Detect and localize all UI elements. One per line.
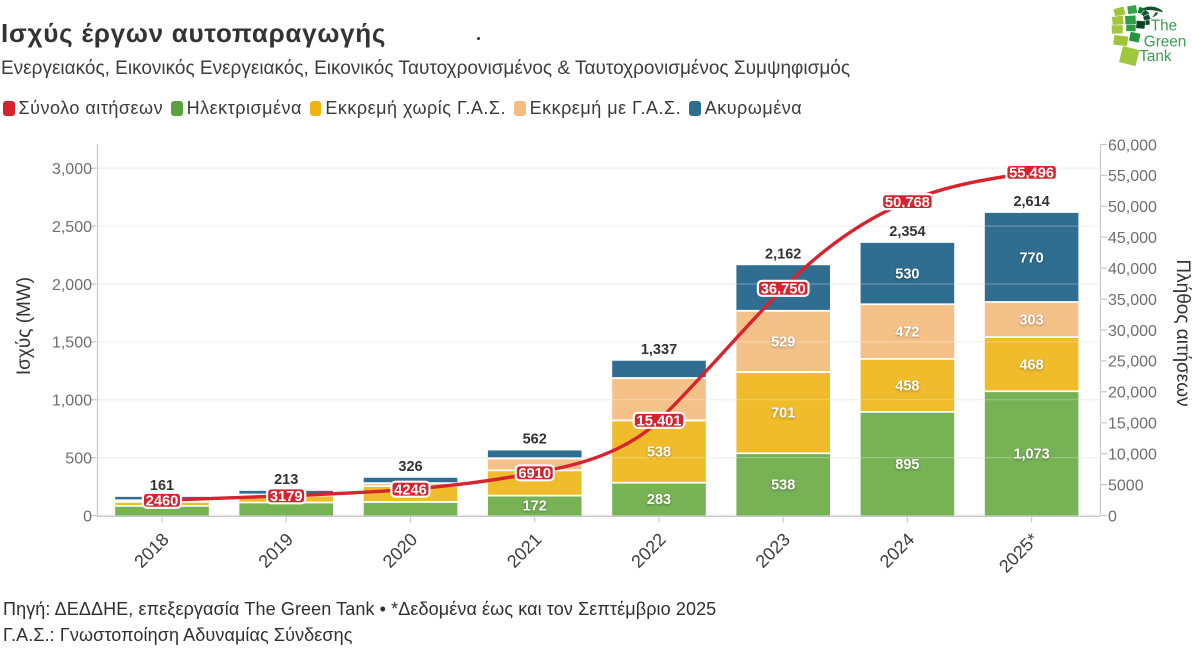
svg-text:55,000: 55,000 — [1108, 168, 1157, 185]
svg-text:458: 458 — [895, 379, 919, 395]
svg-text:2019: 2019 — [255, 529, 297, 571]
svg-text:2460: 2460 — [146, 494, 179, 510]
svg-text:3179: 3179 — [270, 489, 303, 505]
svg-text:172: 172 — [523, 499, 547, 515]
svg-text:2018: 2018 — [130, 529, 172, 571]
svg-text:770: 770 — [1019, 251, 1043, 267]
svg-text:60,000: 60,000 — [1108, 137, 1157, 154]
svg-text:303: 303 — [1019, 313, 1043, 329]
svg-text:45,000: 45,000 — [1108, 230, 1157, 247]
svg-text:2022: 2022 — [627, 529, 669, 571]
svg-text:500: 500 — [65, 450, 92, 467]
svg-text:15,000: 15,000 — [1108, 416, 1157, 433]
svg-text:55,496: 55,496 — [1009, 166, 1054, 182]
svg-text:529: 529 — [771, 335, 795, 351]
svg-text:10,000: 10,000 — [1108, 447, 1157, 464]
svg-text:530: 530 — [895, 267, 919, 283]
svg-text:538: 538 — [647, 445, 671, 461]
svg-text:326: 326 — [398, 459, 422, 475]
svg-text:36,750: 36,750 — [761, 282, 806, 298]
svg-text:3,000: 3,000 — [52, 161, 92, 178]
svg-text:538: 538 — [771, 478, 795, 494]
svg-text:20,000: 20,000 — [1108, 385, 1157, 402]
svg-text:50,768: 50,768 — [885, 195, 930, 211]
svg-text:5000: 5000 — [1108, 477, 1144, 494]
svg-text:161: 161 — [150, 478, 174, 494]
svg-text:472: 472 — [895, 325, 919, 341]
svg-text:213: 213 — [274, 472, 298, 488]
svg-text:2,354: 2,354 — [889, 224, 925, 240]
svg-text:2020: 2020 — [379, 529, 421, 571]
svg-text:Tank: Tank — [1139, 48, 1172, 65]
svg-text:35,000: 35,000 — [1108, 292, 1157, 309]
svg-text:0: 0 — [83, 508, 92, 525]
svg-text:1,337: 1,337 — [641, 342, 677, 358]
svg-text:2023: 2023 — [752, 529, 794, 571]
svg-text:The: The — [1151, 18, 1177, 35]
svg-text:Green: Green — [1144, 33, 1187, 50]
svg-text:4246: 4246 — [394, 483, 427, 499]
svg-text:1,073: 1,073 — [1013, 447, 1049, 463]
svg-text:15,401: 15,401 — [637, 414, 682, 430]
svg-text:2,162: 2,162 — [765, 246, 801, 262]
svg-text:2,614: 2,614 — [1013, 194, 1049, 210]
svg-text:468: 468 — [1019, 357, 1043, 373]
svg-text:Ισχύς (MW): Ισχύς (MW) — [14, 277, 35, 375]
svg-text:30,000: 30,000 — [1108, 323, 1157, 340]
svg-text:2021: 2021 — [503, 529, 545, 571]
svg-text:50,000: 50,000 — [1108, 199, 1157, 216]
svg-text:1,500: 1,500 — [52, 335, 92, 352]
svg-text:Πλήθος αιτήσεων: Πλήθος αιτήσεων — [1172, 259, 1192, 406]
svg-text:562: 562 — [523, 432, 547, 448]
svg-text:1,000: 1,000 — [52, 393, 92, 410]
svg-text:6910: 6910 — [518, 466, 551, 482]
svg-text:2,000: 2,000 — [52, 277, 92, 294]
svg-text:2,500: 2,500 — [52, 219, 92, 236]
svg-text:701: 701 — [771, 406, 795, 422]
svg-text:40,000: 40,000 — [1108, 261, 1157, 278]
svg-text:25,000: 25,000 — [1108, 354, 1157, 371]
svg-text:0: 0 — [1108, 508, 1117, 525]
svg-text:2024: 2024 — [876, 529, 918, 571]
svg-text:2025*: 2025* — [995, 529, 1042, 576]
svg-text:895: 895 — [895, 457, 919, 473]
svg-text:283: 283 — [647, 492, 671, 508]
